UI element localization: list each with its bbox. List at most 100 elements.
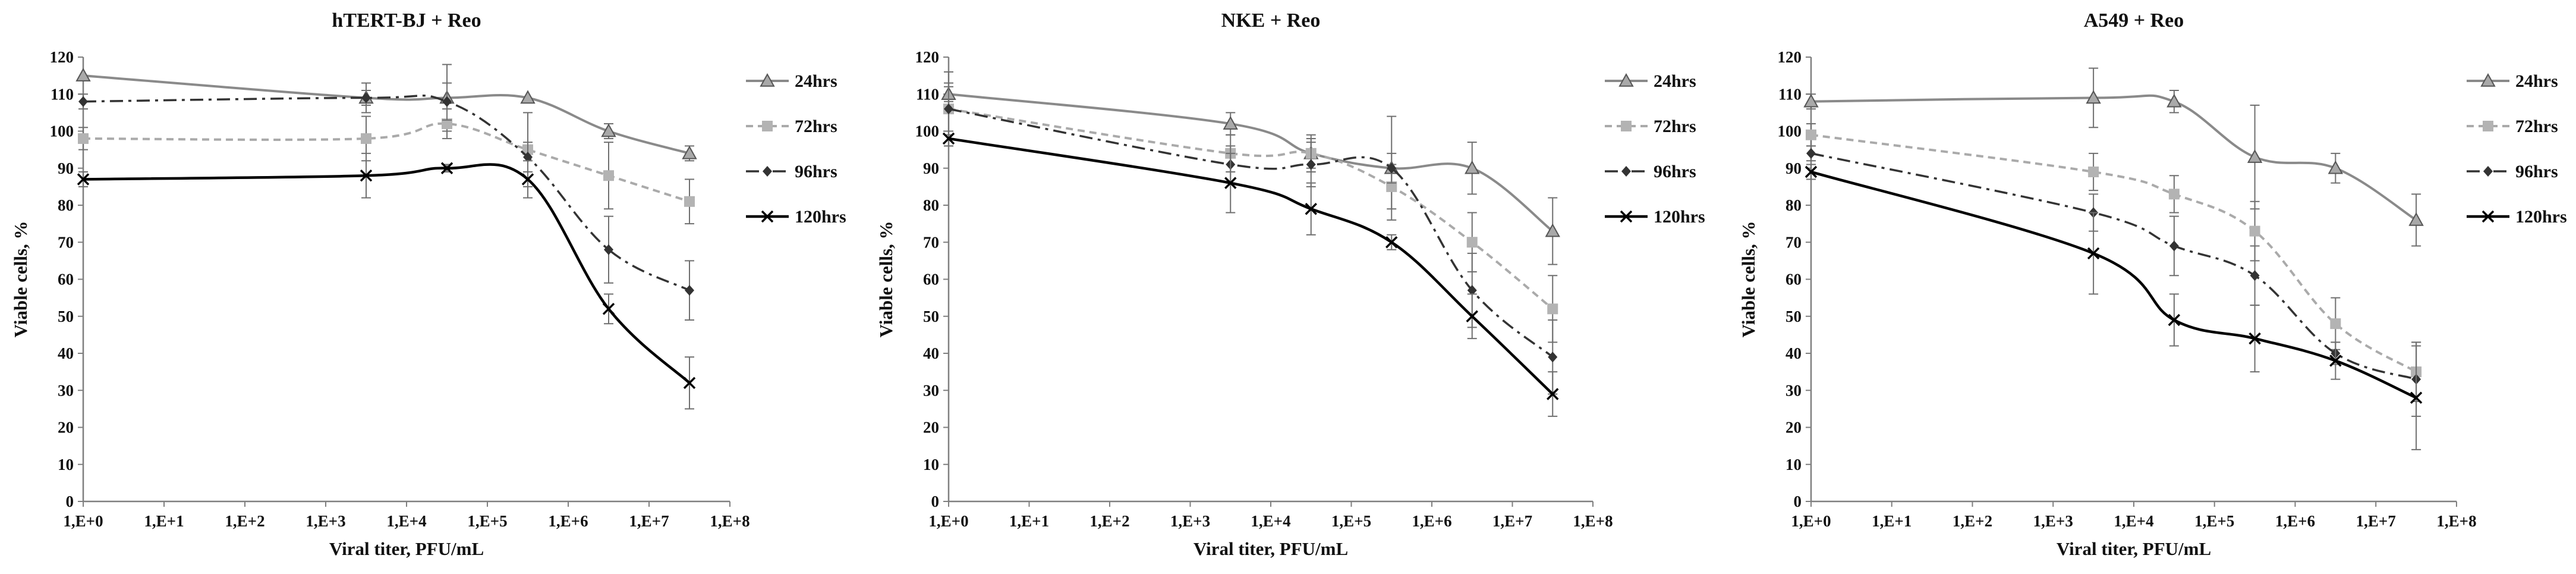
series-120hrs [1805, 164, 2423, 450]
marker-cross [77, 173, 90, 186]
legend-entry: 96hrs [2467, 162, 2558, 181]
x-tick-label: 1,E+3 [306, 512, 345, 530]
y-tick-label: 90 [923, 159, 939, 177]
series-line [83, 94, 690, 291]
series-line [1810, 152, 2417, 381]
x-tick-label: 1,E+7 [2356, 512, 2396, 530]
marker-square [2088, 166, 2099, 177]
y-axis-title: Viable cells, % [1738, 221, 1759, 337]
marker-cross [2087, 247, 2100, 260]
y-tick-label: 90 [58, 159, 74, 177]
marker-square [78, 133, 89, 144]
series-96hrs [1806, 145, 2421, 417]
marker-diamond [442, 96, 452, 107]
series-line [83, 122, 690, 203]
marker-triangle [520, 90, 536, 104]
x-tick-label: 1,E+1 [144, 512, 184, 530]
marker-diamond [2483, 166, 2493, 177]
series-72hrs [943, 82, 1558, 343]
series-line [948, 108, 1554, 310]
marker-triangle [1803, 93, 1819, 108]
y-tick-label: 100 [1778, 123, 1802, 140]
x-tick-label: 1,E+1 [1872, 512, 1911, 530]
series-line [1810, 133, 2417, 373]
legend-entry: 24hrs [746, 71, 837, 91]
y-tick-label: 30 [58, 381, 74, 399]
y-tick-label: 20 [1785, 419, 1802, 437]
marker-triangle [1223, 115, 1238, 130]
marker-triangle [682, 145, 697, 159]
y-tick-label: 40 [923, 344, 939, 362]
legend-entry: 96hrs [1605, 162, 1696, 181]
chart-panel: hTERT-BJ + Reo 0 10 20 30 40 50 60 70 80 90 100 110 1… [10, 10, 846, 559]
y-tick-label: 120 [915, 48, 940, 66]
marker-triangle [2166, 93, 2182, 108]
legend-label: 120hrs [1654, 207, 1705, 227]
marker-triangle [2086, 90, 2101, 104]
legend-label: 24hrs [2515, 71, 2558, 91]
marker-square [1466, 237, 1478, 248]
y-tick-label: 70 [58, 233, 74, 251]
y-tick-label: 110 [1778, 85, 1802, 103]
marker-cross [2410, 391, 2423, 404]
y-tick-label: 40 [1785, 344, 1802, 362]
legend-label: 72hrs [2515, 117, 2558, 136]
marker-square [762, 121, 773, 131]
y-tick-label: 20 [923, 419, 939, 437]
y-tick-label: 120 [1778, 48, 1802, 66]
x-tick-label: 1,E+8 [2436, 512, 2476, 530]
series-96hrs [78, 82, 694, 321]
marker-square [1621, 121, 1632, 131]
x-tick-label: 1,E+5 [467, 512, 507, 530]
x-tick-label: 1,E+5 [2194, 512, 2234, 530]
y-tick-label: 100 [50, 123, 74, 140]
marker-diamond [604, 244, 613, 255]
series-72hrs [78, 108, 695, 225]
marker-square [1547, 303, 1558, 315]
marker-triangle [1545, 223, 1560, 237]
marker-triangle [1618, 73, 1634, 87]
y-tick-label: 110 [51, 85, 74, 103]
marker-diamond [1806, 148, 1816, 159]
marker-square [2483, 121, 2493, 131]
x-tick-label: 1,E+5 [1331, 512, 1371, 530]
y-tick-label: 50 [58, 308, 74, 325]
marker-cross [2481, 210, 2495, 223]
marker-square [2249, 225, 2260, 237]
x-tick-label: 1,E+4 [2114, 512, 2153, 530]
series-24hrs [941, 86, 1560, 265]
marker-cross [602, 303, 615, 315]
x-tick-label: 1,E+3 [1170, 512, 1210, 530]
x-tick-label: 1,E+3 [2033, 512, 2073, 530]
marker-cross [521, 173, 534, 186]
marker-cross [1305, 202, 1317, 215]
marker-cross [2329, 355, 2342, 367]
y-tick-label: 10 [58, 456, 74, 473]
y-tick-label: 10 [923, 456, 939, 473]
series-line [1810, 94, 2417, 221]
x-tick-label: 1,E+4 [386, 512, 426, 530]
y-axis-title: Viable cells, % [876, 221, 896, 337]
marker-square [2330, 318, 2341, 330]
y-tick-label: 30 [923, 381, 939, 399]
x-axis-title: Viral titer, PFU/mL [1193, 538, 1348, 559]
x-tick-label: 1,E+2 [225, 512, 264, 530]
marker-square [1806, 129, 1816, 140]
y-tick-label: 0 [66, 493, 74, 510]
legend-label: 96hrs [2515, 162, 2558, 181]
marker-diamond [2169, 240, 2179, 252]
chart-title: NKE + Reo [1221, 10, 1321, 32]
legend-label: 96hrs [1654, 162, 1696, 181]
legend-entry: 72hrs [2467, 117, 2558, 136]
x-tick-label: 1,E+7 [1492, 512, 1532, 530]
marker-triangle [1465, 160, 1480, 174]
marker-cross [1224, 177, 1237, 189]
y-tick-label: 0 [931, 493, 940, 510]
series-96hrs [944, 71, 1558, 395]
marker-cross [1547, 388, 1559, 400]
y-tick-label: 80 [58, 196, 74, 214]
legend-label: 96hrs [795, 162, 837, 181]
marker-triangle [2247, 149, 2263, 163]
series-line [83, 163, 691, 384]
